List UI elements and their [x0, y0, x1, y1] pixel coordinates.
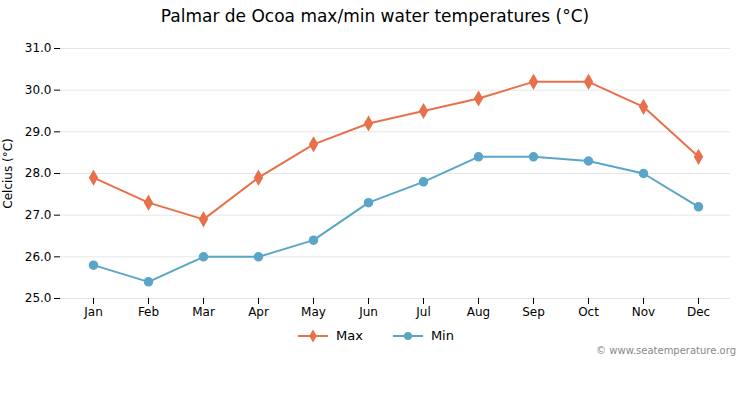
svg-text:Nov: Nov [632, 305, 655, 319]
svg-text:Dec: Dec [687, 305, 710, 319]
svg-text:Apr: Apr [248, 305, 269, 319]
svg-text:30.0: 30.0 [25, 83, 52, 97]
svg-text:31.0: 31.0 [25, 41, 52, 55]
svg-text:26.0: 26.0 [25, 250, 52, 264]
svg-text:Mar: Mar [192, 305, 215, 319]
svg-text:Oct: Oct [578, 305, 599, 319]
svg-text:25.0: 25.0 [25, 291, 52, 305]
svg-text:Sep: Sep [522, 305, 545, 319]
svg-text:May: May [301, 305, 326, 319]
svg-text:Jul: Jul [415, 305, 430, 319]
html-text:Palmar de Ocoa max/min water t: Palmar de Ocoa max/min water temperature… [160, 6, 590, 26]
svg-text:28.0: 28.0 [25, 166, 52, 180]
html-text:Min: Min [430, 328, 454, 343]
svg-text:27.0: 27.0 [25, 208, 52, 222]
html-text:© www.seatemperature.org: © www.seatemperature.org [596, 345, 736, 356]
svg-text:Jan: Jan [83, 305, 103, 319]
svg-text:Feb: Feb [138, 305, 159, 319]
svg-text:Celcius (°C): Celcius (°C) [1, 138, 15, 208]
svg-text:Jun: Jun [358, 305, 378, 319]
svg-text:Aug: Aug [467, 305, 490, 319]
html-text:Max: Max [336, 328, 363, 343]
svg-text:29.0: 29.0 [25, 125, 52, 139]
